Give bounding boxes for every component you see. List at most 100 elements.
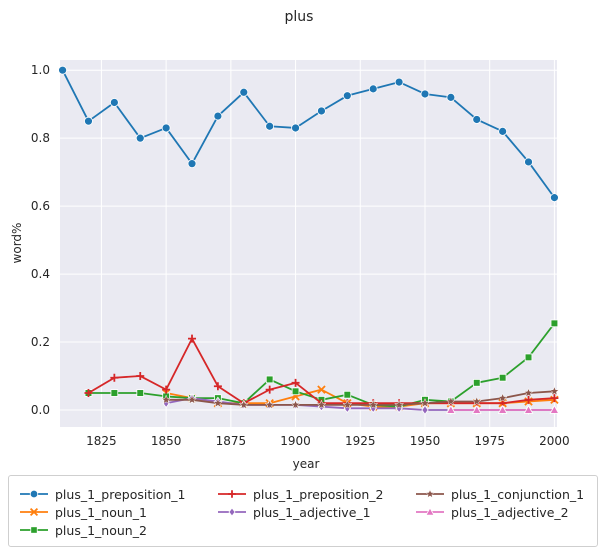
data-point [162, 385, 171, 394]
x-tick-label: 1825 [86, 434, 117, 448]
data-point [161, 394, 172, 405]
legend-swatch [20, 489, 48, 499]
data-point [394, 77, 404, 87]
data-point [265, 121, 275, 131]
data-point [472, 115, 482, 124]
legend-swatch [20, 526, 48, 534]
data-point [471, 396, 482, 406]
data-point [29, 489, 39, 499]
plot-area [60, 60, 557, 427]
legend-label: plus_1_adjective_1 [253, 504, 371, 520]
legend-label: plus_1_conjunction_1 [451, 486, 585, 502]
data-point [58, 65, 67, 75]
x-tick-label: 1850 [151, 434, 182, 448]
x-tick-label: 2000 [539, 434, 570, 448]
legend-swatch [416, 507, 444, 516]
data-point [213, 382, 222, 391]
legend-item-plus_1_preposition_2: plus_1_preposition_2 [217, 485, 384, 503]
y-tick-label: 0.0 [31, 403, 50, 417]
data-point [84, 389, 93, 398]
data-point [238, 399, 249, 410]
data-point [317, 106, 326, 116]
legend: plus_1_preposition_1 plus_1_noun_1 plus_1_… [8, 475, 598, 547]
data-point [472, 379, 481, 387]
data-point [497, 392, 508, 403]
x-tick-label: 1900 [280, 434, 311, 448]
data-point [342, 399, 353, 410]
data-point [264, 399, 275, 410]
data-point [550, 394, 559, 403]
data-point [524, 157, 533, 167]
y-tick-label: 0.8 [31, 131, 50, 145]
data-point [549, 386, 560, 396]
tick-labels: 1825 1850 1875 1900 1925 1950 1975 2000 0.0 0.2 0.… [31, 63, 570, 448]
data-point [291, 123, 300, 133]
y-axis-title: word% [10, 223, 24, 264]
legend-label: plus_1_noun_1 [55, 504, 147, 520]
data-point [291, 378, 300, 387]
series-plus_1_adjective_2 [445, 404, 560, 414]
data-point [228, 507, 236, 517]
series-line [166, 390, 555, 406]
data-point [498, 373, 507, 382]
data-point [368, 84, 378, 94]
data-point [550, 319, 559, 328]
data-point [425, 507, 435, 516]
data-point [343, 390, 352, 399]
legend-label: plus_1_adjective_2 [451, 504, 569, 520]
y-tick-label: 0.2 [31, 335, 50, 349]
data-point [212, 397, 223, 408]
legend-label: plus_1_noun_2 [55, 522, 147, 538]
series-plus_1_conjunction_1 [161, 386, 560, 410]
data-point [524, 353, 533, 362]
legend-label: plus_1_preposition_2 [253, 486, 384, 502]
series-line [61, 69, 556, 199]
data-point [291, 387, 300, 396]
legend-swatch [416, 488, 444, 499]
data-point [342, 91, 352, 101]
chart-title: plus [285, 9, 314, 25]
data-point [316, 399, 327, 410]
x-tick-label: 1950 [410, 434, 441, 448]
legend-item-plus_1_noun_2: plus_1_noun_2 [19, 521, 147, 539]
series-plus_1_preposition_1 [58, 65, 559, 203]
data-point [110, 389, 119, 397]
legend-item-plus_1_adjective_1: plus_1_adjective_1 [217, 503, 371, 521]
data-point [136, 389, 145, 397]
data-point [161, 123, 171, 133]
legend-swatch [218, 490, 246, 498]
data-point [471, 404, 482, 414]
data-point [239, 87, 249, 97]
data-point [445, 404, 456, 414]
y-tick-label: 0.4 [31, 267, 50, 281]
data-point [445, 396, 456, 406]
data-point [497, 404, 508, 414]
x-axis-title: year [293, 457, 320, 471]
data-point [186, 394, 198, 405]
x-tick-label: 1875 [216, 434, 247, 448]
data-point [135, 133, 145, 143]
legend-item-plus_1_adjective_2: plus_1_adjective_2 [415, 503, 569, 521]
y-tick-label: 0.6 [31, 199, 50, 213]
data-point [213, 111, 223, 121]
data-point [524, 395, 533, 404]
data-point [368, 399, 379, 410]
data-point [498, 126, 508, 136]
series-layer [58, 65, 560, 415]
data-point [394, 399, 405, 410]
data-point [188, 334, 197, 343]
data-point [136, 372, 145, 381]
data-point [84, 116, 93, 126]
data-point [421, 405, 429, 415]
data-point [265, 385, 274, 394]
data-point [425, 488, 435, 499]
data-point [30, 526, 38, 534]
legend-swatch [20, 507, 48, 517]
x-tick-label: 1925 [345, 434, 376, 448]
legend-item-plus_1_conjunction_1: plus_1_conjunction_1 [415, 485, 584, 503]
legend-item-plus_1_preposition_1: plus_1_preposition_1 [19, 485, 186, 503]
data-point [523, 404, 534, 414]
data-point [228, 490, 236, 498]
legend-item-plus_1_noun_1: plus_1_noun_1 [19, 503, 147, 521]
